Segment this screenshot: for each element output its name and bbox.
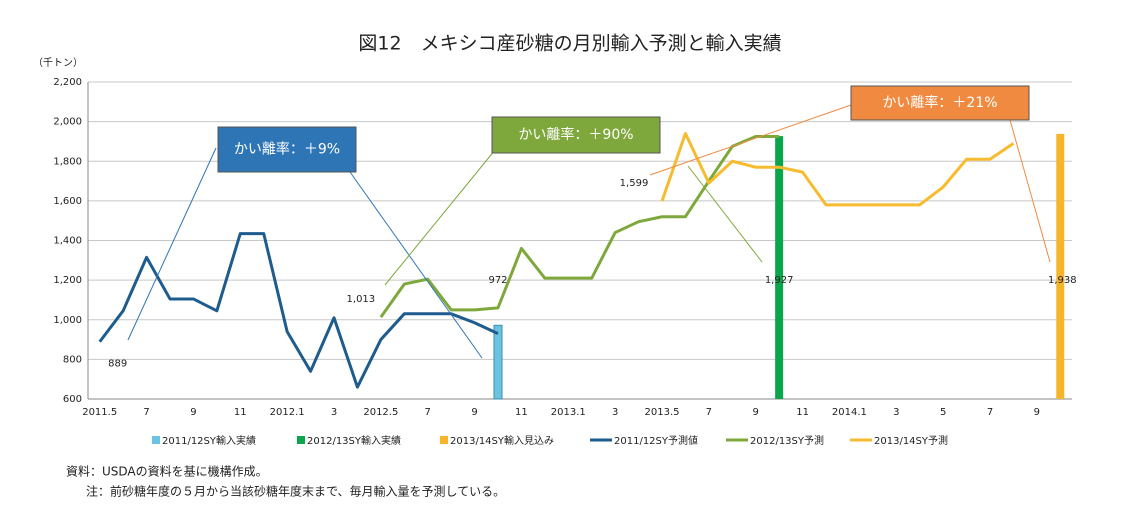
x-tick-label: 11 <box>796 407 809 418</box>
legend-label: 2012/13SY輸入実績 <box>307 434 401 447</box>
x-tick-label: 9 <box>1034 407 1040 418</box>
callout-text: かい離率：＋90% <box>518 126 633 143</box>
x-tick-label: 11 <box>515 407 528 418</box>
x-tick-label: 2014.1 <box>832 407 867 418</box>
legend-item: 2013/14SY予測 <box>850 434 948 447</box>
legend-item: 2012/13SY輸入実績 <box>297 434 401 447</box>
y-tick-label: 600 <box>63 394 82 405</box>
x-tick-label: 2012.5 <box>363 407 398 418</box>
callout-text: かい離率：＋9% <box>234 141 340 158</box>
x-tick-label: 3 <box>612 407 618 418</box>
callout-box <box>217 126 357 173</box>
legend-item: 2011/12SY輸入実績 <box>152 434 256 447</box>
y-tick-label: 800 <box>63 354 82 365</box>
legend-swatch <box>297 436 305 444</box>
y-tick-label: 2,200 <box>53 77 82 88</box>
callout-line <box>649 104 852 176</box>
legend-label: 2011/12SY予測値 <box>614 434 698 447</box>
x-tick-label: 9 <box>471 407 477 418</box>
callout-line <box>349 171 483 359</box>
callout-line <box>687 165 763 263</box>
data-label: 1,599 <box>620 178 649 189</box>
chart-title: 図12 メキシコ産砂糖の月別輸入予測と輸入実績 <box>358 33 781 55</box>
y-tick-label: 1,400 <box>53 236 82 247</box>
x-tick-label: 3 <box>331 407 337 418</box>
data-label: 1,927 <box>765 275 794 286</box>
data-label: 889 <box>108 359 127 370</box>
x-tick-label: 7 <box>143 407 149 418</box>
legend-label: 2013/14SY輸入見込み <box>450 434 554 447</box>
legend-item: 2011/12SY予測値 <box>590 434 698 447</box>
x-tick-label: 2013.5 <box>645 407 680 418</box>
line <box>98 232 499 389</box>
legend-label: 2012/13SY予測 <box>750 434 824 447</box>
x-tick-label: 7 <box>987 407 993 418</box>
line <box>379 134 780 319</box>
legend-swatch <box>440 436 448 444</box>
callout-box <box>491 116 661 154</box>
bar <box>1056 133 1065 399</box>
legend-label: 2013/14SY予測 <box>874 434 948 447</box>
note: 資料：USDAの資料を基に機構作成。 <box>66 464 268 479</box>
callout-line <box>1009 119 1051 263</box>
y-tick-label: 1,200 <box>53 275 82 286</box>
callout-line <box>384 149 496 286</box>
x-tick-label: 9 <box>753 407 759 418</box>
bar <box>493 324 503 400</box>
y-tick-label: 1,600 <box>53 196 82 207</box>
legend-swatch <box>152 436 160 444</box>
bar <box>775 136 784 399</box>
line <box>660 132 1015 207</box>
legend-item: 2012/13SY予測 <box>726 434 824 447</box>
data-label: 1,013 <box>347 294 376 305</box>
note: 注：前砂糖年度の５月から当該砂糖年度末まで、毎月輸入量を予測している。 <box>86 484 505 499</box>
data-label: 1,938 <box>1048 275 1077 286</box>
legend-item: 2013/14SY輸入見込み <box>440 434 554 447</box>
x-tick-label: 2012.1 <box>270 407 305 418</box>
callout-text: かい離率：＋21% <box>882 94 997 111</box>
x-tick-label: 7 <box>425 407 431 418</box>
x-tick-label: 7 <box>706 407 712 418</box>
y-tick-label: 1,000 <box>53 315 82 326</box>
legend-label: 2011/12SY輸入実績 <box>162 434 256 447</box>
y-tick-label: 1,800 <box>53 156 82 167</box>
x-tick-label: 5 <box>940 407 946 418</box>
x-tick-label: 2013.1 <box>551 407 586 418</box>
y-tick-label: 2,000 <box>53 117 82 128</box>
x-tick-label: 2011.5 <box>82 407 117 418</box>
callout-line <box>127 147 217 341</box>
y-axis-label: （千トン） <box>33 57 83 69</box>
x-tick-label: 3 <box>893 407 899 418</box>
x-tick-label: 9 <box>190 407 196 418</box>
callout-box <box>850 85 1030 121</box>
x-tick-label: 11 <box>234 407 247 418</box>
data-label: 972 <box>488 275 507 286</box>
